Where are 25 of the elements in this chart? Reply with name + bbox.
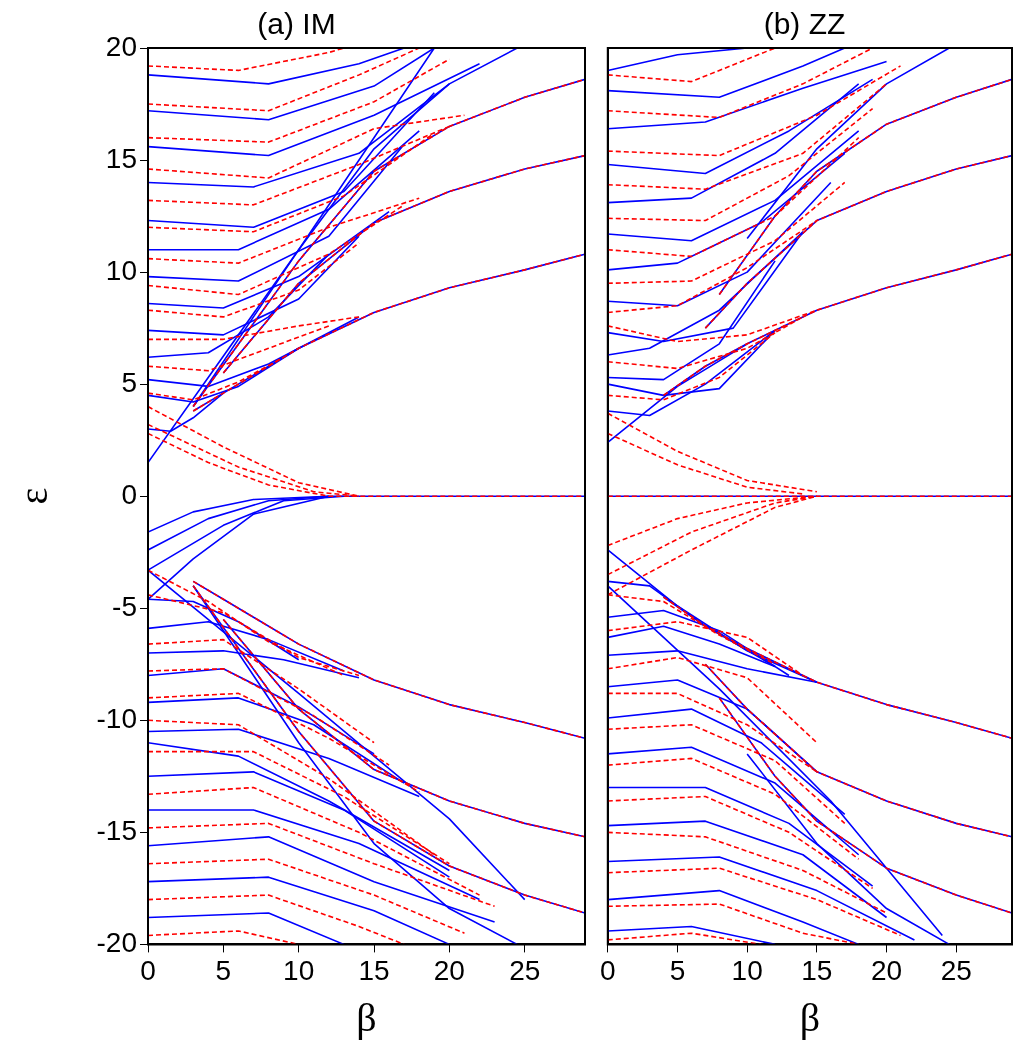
x-tick-label: 15: [358, 954, 390, 986]
y-tick-label: 5: [121, 366, 137, 398]
y-tick-label: -10: [96, 703, 137, 735]
x-tick-label: 20: [870, 954, 903, 986]
x-tick-label: 5: [215, 954, 232, 986]
chart-title: (b) ZZ: [763, 7, 846, 41]
y-tick-label: 15: [105, 142, 137, 174]
x-tick-label: 10: [283, 954, 315, 986]
y-tick-label: -5: [112, 590, 137, 622]
y-tick-label: 20: [105, 30, 137, 62]
x-tick-label: 5: [669, 954, 686, 986]
x-tick-label: 10: [731, 954, 763, 986]
y-tick-label: -20: [96, 927, 137, 959]
chart-title: (a) IM: [257, 7, 336, 41]
x-tick-label: 0: [600, 954, 616, 986]
y-tick-label: 0: [121, 478, 137, 510]
x-axis-title: β: [799, 994, 821, 1040]
x-tick-label: 25: [509, 954, 541, 986]
y-axis-title: ε: [10, 487, 56, 505]
x-tick-label: 25: [940, 954, 972, 986]
x-tick-label: 20: [433, 954, 465, 986]
x-axis-title: β: [356, 994, 377, 1040]
y-tick-label: 10: [105, 254, 137, 286]
y-tick-label: -15: [96, 815, 137, 847]
x-tick-label: 15: [801, 954, 833, 986]
